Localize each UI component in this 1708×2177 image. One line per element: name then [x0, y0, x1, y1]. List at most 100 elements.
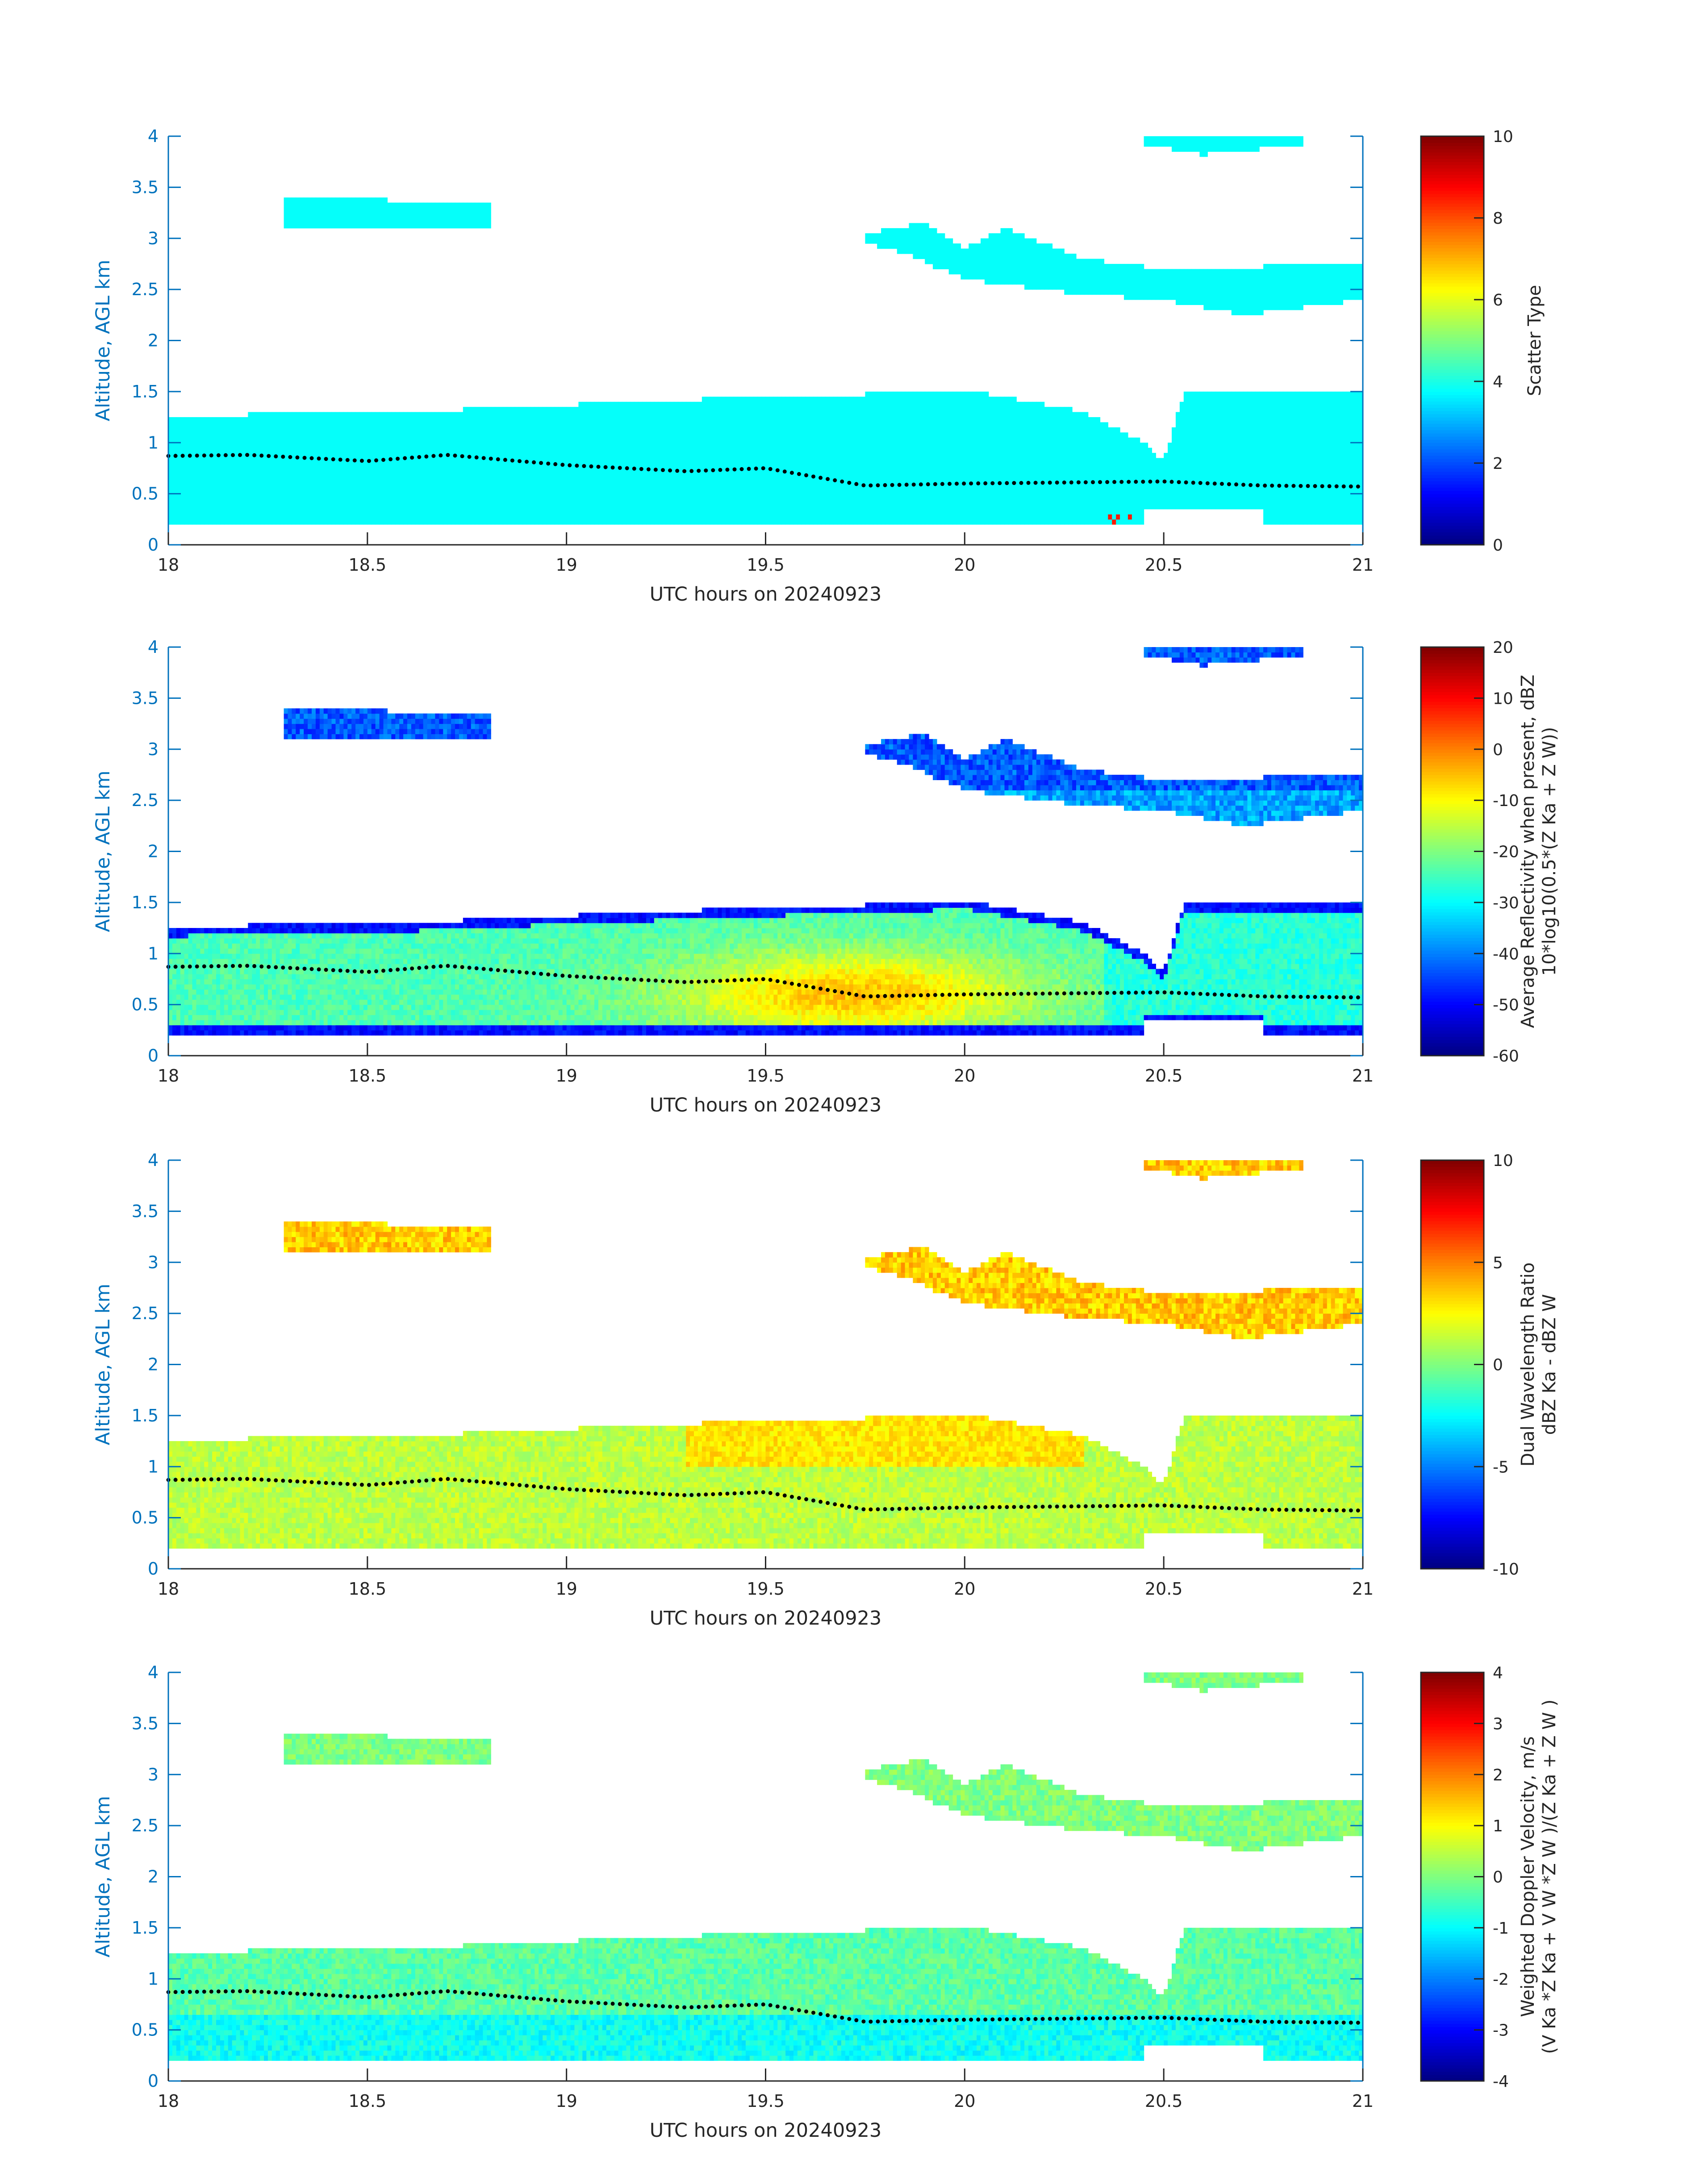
heatmap-cell: [590, 499, 595, 504]
heatmap-cell: [455, 519, 459, 525]
heatmap-cell: [777, 514, 782, 519]
heatmap-cell: [945, 422, 949, 428]
heatmap-cell: [380, 417, 384, 422]
heatmap-cell: [367, 412, 372, 418]
heatmap-cell: [304, 499, 308, 504]
heatmap-cell: [921, 468, 925, 473]
heatmap-cell: [698, 448, 702, 453]
heatmap-cell: [869, 473, 873, 479]
heatmap-cell: [527, 407, 531, 412]
heatmap-cell: [543, 438, 547, 443]
heatmap-cell: [754, 432, 758, 438]
heatmap-cell: [343, 213, 348, 218]
heatmap-cell: [945, 499, 949, 504]
heatmap-cell: [304, 468, 308, 473]
heatmap-cell: [929, 438, 933, 443]
heatmap-cell: [638, 427, 643, 433]
heatmap-cell: [439, 443, 443, 448]
heatmap-cell: [634, 489, 639, 494]
heatmap-cell: [483, 412, 487, 418]
heatmap-cell: [810, 438, 814, 443]
heatmap-cell: [244, 473, 248, 479]
heatmap-cell: [308, 412, 312, 418]
heatmap-cell: [817, 432, 822, 438]
heatmap-cell: [746, 499, 750, 504]
heatmap-cell: [881, 448, 885, 453]
heatmap-cell: [682, 412, 686, 418]
heatmap-cell: [499, 432, 503, 438]
heatmap-cell: [646, 458, 651, 464]
heatmap-cell: [399, 499, 404, 504]
heatmap-cell: [686, 448, 690, 453]
heatmap-cell: [320, 448, 324, 453]
heatmap-cell: [937, 243, 941, 249]
heatmap-cell: [785, 514, 790, 519]
heatmap-cell: [252, 422, 256, 428]
heatmap-cell: [439, 519, 443, 525]
heatmap-cell: [415, 468, 420, 473]
heatmap-cell: [555, 468, 559, 473]
heatmap-cell: [873, 432, 877, 438]
heatmap-cell: [467, 494, 472, 499]
heatmap-cell: [889, 417, 894, 422]
heatmap-cell: [726, 489, 730, 494]
heatmap-cell: [204, 438, 209, 443]
heatmap-cell: [308, 223, 312, 228]
heatmap-cell: [284, 463, 288, 468]
heatmap-cell: [869, 417, 873, 422]
heatmap-cell: [810, 458, 814, 464]
heatmap-cell: [742, 427, 746, 433]
heatmap-cell: [726, 448, 730, 453]
heatmap-cell: [312, 197, 316, 203]
heatmap-cell: [630, 519, 635, 525]
heatmap-cell: [806, 402, 810, 407]
heatmap-cell: [463, 417, 468, 422]
heatmap-cell: [367, 468, 372, 473]
heatmap-cell: [686, 484, 690, 489]
heatmap-cell: [793, 468, 798, 473]
heatmap-cell: [284, 514, 288, 519]
heatmap-cell: [806, 412, 810, 418]
heatmap-cell: [718, 473, 722, 479]
heatmap-cell: [339, 197, 344, 203]
heatmap-cell: [220, 443, 225, 448]
heatmap-cell: [933, 402, 937, 407]
heatmap-cell: [491, 427, 495, 433]
heatmap-cell: [511, 463, 515, 468]
heatmap-cell: [487, 499, 491, 504]
heatmap-cell: [272, 468, 276, 473]
heatmap-cell: [328, 473, 332, 479]
heatmap-cell: [810, 494, 814, 499]
heatmap-cell: [634, 478, 639, 484]
heatmap-cell: [789, 458, 794, 464]
heatmap-cell: [598, 443, 603, 448]
heatmap-cell: [582, 422, 587, 428]
heatmap-cell: [925, 494, 929, 499]
heatmap-cell: [810, 468, 814, 473]
heatmap-cell: [304, 203, 308, 208]
heatmap-cell: [662, 407, 667, 412]
heatmap-cell: [523, 478, 527, 484]
heatmap-cell: [881, 427, 885, 433]
heatmap-cell: [555, 407, 559, 412]
heatmap-cell: [228, 489, 233, 494]
heatmap-cell: [212, 463, 217, 468]
heatmap-cell: [252, 443, 256, 448]
heatmap-cell: [539, 453, 543, 458]
heatmap-cell: [455, 509, 459, 514]
heatmap-cell: [339, 422, 344, 428]
heatmap-cell: [706, 448, 710, 453]
heatmap-cell: [339, 489, 344, 494]
heatmap-cell: [339, 208, 344, 213]
heatmap-cell: [606, 468, 611, 473]
heatmap-cell: [212, 432, 217, 438]
heatmap-cell: [630, 494, 635, 499]
heatmap-cell: [841, 499, 846, 504]
heatmap-cell: [670, 427, 675, 433]
heatmap-cell: [439, 223, 443, 228]
heatmap-cell: [814, 499, 818, 504]
heatmap-cell: [535, 468, 539, 473]
heatmap-cell: [288, 223, 292, 228]
heatmap-cell: [336, 213, 340, 218]
heatmap-cell: [511, 422, 515, 428]
